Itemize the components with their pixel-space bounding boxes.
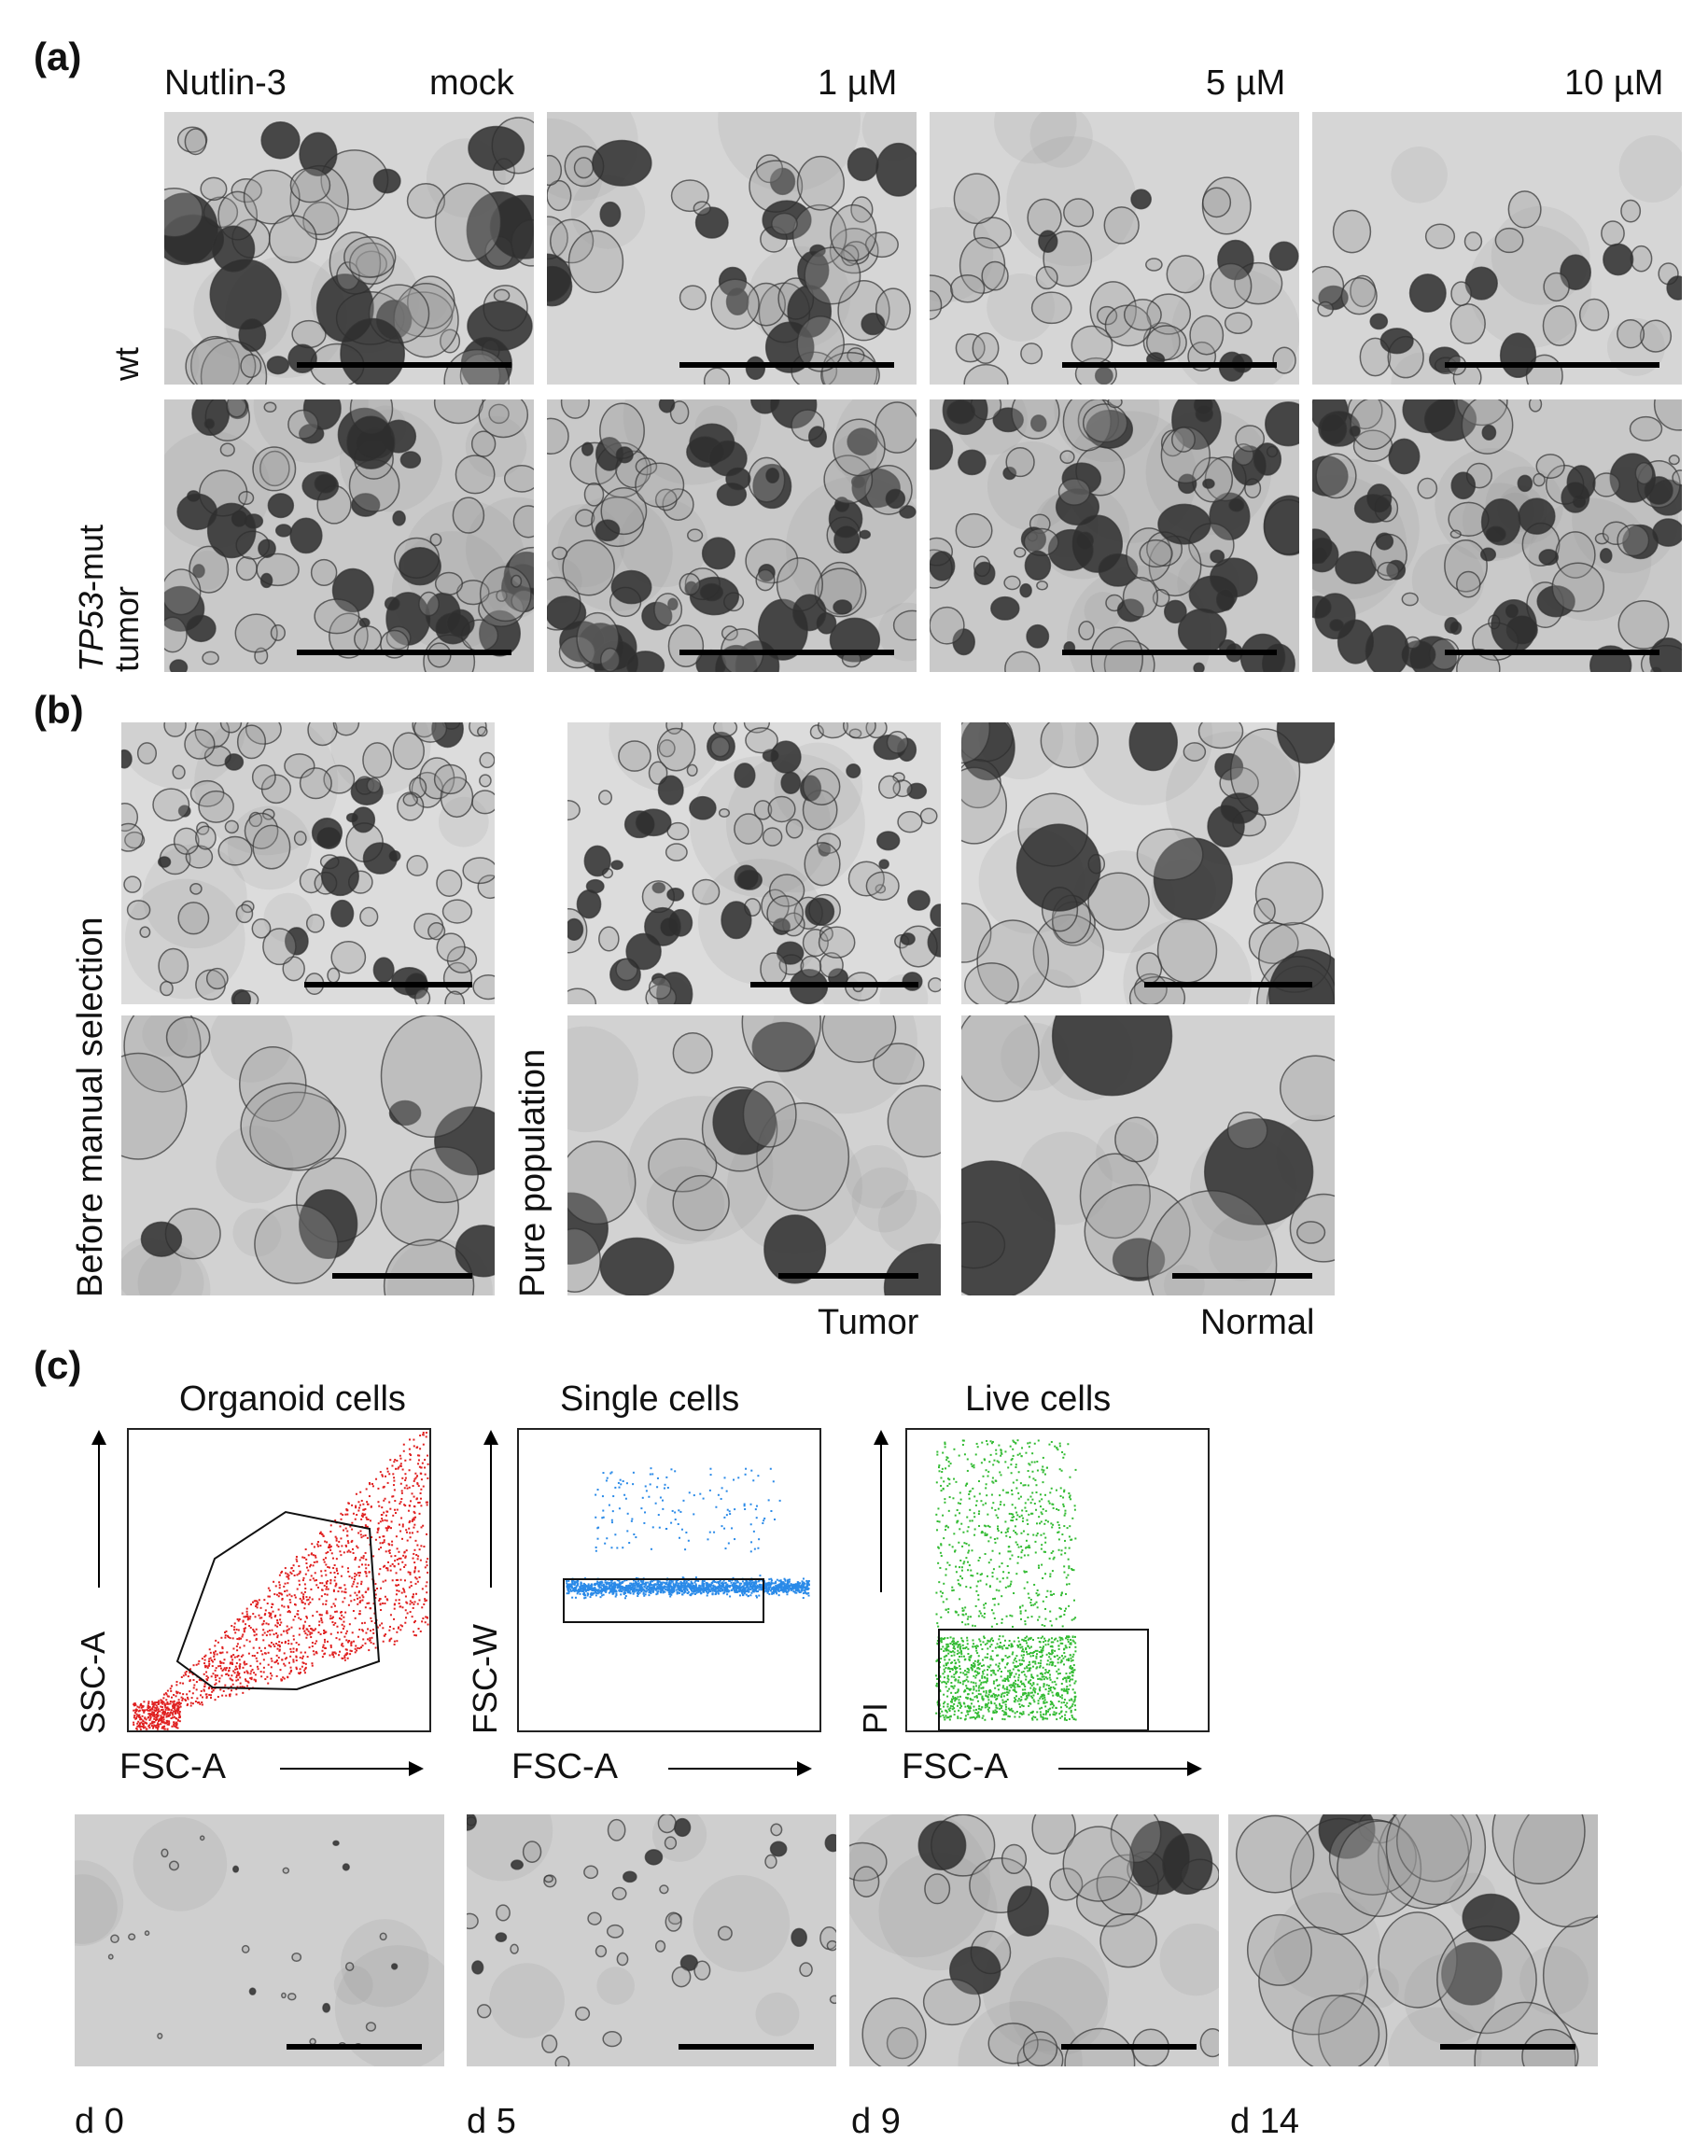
flow-plot-organoid [127, 1428, 431, 1732]
scale-bar [1172, 1273, 1312, 1279]
day-image-0 [75, 1814, 444, 2066]
column-5um: 5 µM [1206, 63, 1286, 103]
wt-image-0 [164, 112, 534, 385]
scale-bar [1445, 650, 1659, 655]
plot-title-live: Live cells [965, 1379, 1112, 1419]
xlabel-live: FSC-A [902, 1747, 1008, 1786]
tp53-suffix: -mut [72, 524, 110, 592]
plot-title-single: Single cells [560, 1379, 740, 1419]
y-arrow-organoid [91, 1430, 106, 1588]
scale-bar [1061, 2044, 1197, 2050]
day-9-label: d 9 [851, 2102, 901, 2141]
x-arrow-live [1058, 1761, 1202, 1776]
b-top-image-0 [121, 722, 495, 1004]
normal-label: Normal [1200, 1303, 1315, 1342]
nutlin-label: Nutlin-3 [164, 63, 287, 103]
tp53-italic: TP53 [72, 591, 110, 672]
scale-bar [297, 362, 511, 368]
scale-bar [287, 2044, 422, 2050]
before-selection-label: Before manual selection [71, 917, 110, 1297]
scale-bar [1445, 362, 1659, 368]
scale-bar [679, 362, 894, 368]
tumor-image-1 [547, 399, 917, 672]
b-bottom-image-2 [961, 1015, 1335, 1295]
column-10um: 10 µM [1564, 63, 1664, 103]
tumor-label: Tumor [818, 1303, 919, 1342]
xlabel-single: FSC-A [511, 1747, 618, 1786]
xlabel-organoid: FSC-A [119, 1747, 226, 1786]
scale-bar [679, 650, 894, 655]
tumor-image-2 [930, 399, 1299, 672]
b-bottom-image-0 [121, 1015, 495, 1295]
y-arrow-live [874, 1430, 889, 1592]
column-1um: 1 µM [818, 63, 898, 103]
flow-plot-single [517, 1428, 821, 1732]
column-mock: mock [429, 63, 514, 103]
ylabel-organoid: SSC-A [74, 1631, 112, 1734]
panel-b-label: (b) [34, 688, 84, 732]
wt-image-3 [1312, 112, 1682, 385]
scale-bar [778, 1273, 918, 1279]
scale-bar [1062, 362, 1277, 368]
scale-bar [304, 982, 472, 987]
row-tumor-label-line2: tumor [107, 585, 146, 672]
y-arrow-single [483, 1430, 498, 1588]
day-14-label: d 14 [1230, 2102, 1299, 2141]
row-wt-label: wt [107, 347, 146, 381]
scale-bar [750, 982, 918, 987]
ylabel-live: PI [856, 1701, 894, 1734]
pure-population-label: Pure population [513, 1048, 553, 1297]
day-image-1 [467, 1814, 836, 2066]
panel-c-label: (c) [34, 1343, 82, 1387]
x-arrow-organoid [280, 1761, 424, 1776]
plot-title-organoid: Organoid cells [179, 1379, 406, 1419]
b-top-image-1 [567, 722, 941, 1004]
tumor-image-0 [164, 399, 534, 672]
day-0-label: d 0 [75, 2102, 124, 2141]
x-arrow-single [668, 1761, 812, 1776]
scale-bar [297, 650, 511, 655]
b-bottom-image-1 [567, 1015, 941, 1295]
scale-bar [1062, 650, 1277, 655]
scale-bar [679, 2044, 814, 2050]
panel-a-label: (a) [34, 35, 82, 78]
b-top-image-2 [961, 722, 1335, 1004]
scale-bar [332, 1273, 472, 1279]
wt-image-1 [547, 112, 917, 385]
day-5-label: d 5 [467, 2102, 516, 2141]
flow-plot-live [905, 1428, 1210, 1732]
day-image-2 [849, 1814, 1219, 2066]
row-tumor-label: TP53-mut [72, 524, 110, 672]
wt-image-2 [930, 112, 1299, 385]
day-image-3 [1228, 1814, 1598, 2066]
tumor-image-3 [1312, 399, 1682, 672]
scale-bar [1144, 982, 1312, 987]
ylabel-single: FSC-W [466, 1624, 504, 1734]
scale-bar [1440, 2044, 1575, 2050]
